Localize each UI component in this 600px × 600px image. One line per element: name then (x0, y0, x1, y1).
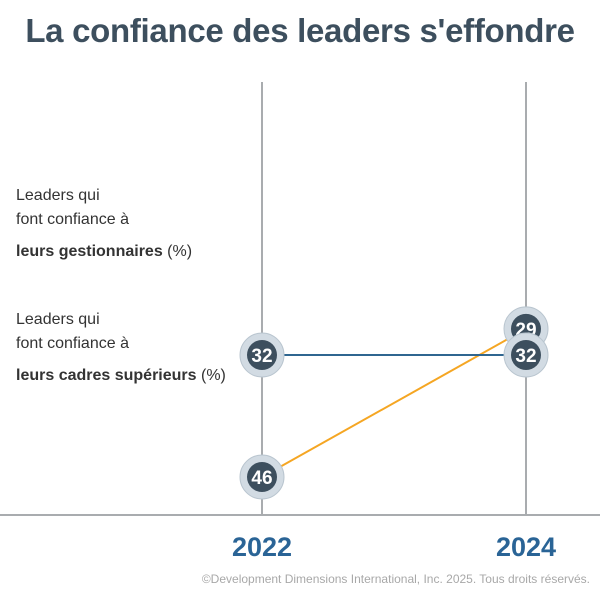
series-line-0 (261, 327, 527, 478)
marker-point (511, 340, 541, 370)
series-label-cadres: Leaders qui font confiance à leurs cadre… (16, 308, 226, 388)
marker-point (247, 462, 277, 492)
year-label-2022: 2022 (232, 532, 292, 562)
series-label-line: Leaders qui (16, 311, 100, 328)
data-label: 32 (515, 346, 536, 367)
chart-title: La confiance des leaders s'effondre (25, 12, 575, 49)
data-label: 32 (251, 346, 272, 367)
year-label-2024: 2024 (496, 532, 556, 562)
copyright-notice: ©Development Dimensions International, I… (201, 572, 590, 586)
series-label-unit: (%) (162, 243, 193, 260)
series-label-unit: (%) (196, 367, 226, 384)
data-label: 46 (251, 468, 272, 489)
series-label-bold: leurs gestionnaires (16, 243, 163, 260)
series-label-gestionnaires: Leaders qui font confiance à leurs gesti… (16, 184, 192, 264)
series-label-line: font confiance à (16, 335, 129, 352)
series-label-line: font confiance à (16, 211, 129, 228)
series-label-line: Leaders qui (16, 187, 100, 204)
series-label-bold: leurs cadres supérieurs (16, 367, 197, 384)
marker-point (247, 340, 277, 370)
